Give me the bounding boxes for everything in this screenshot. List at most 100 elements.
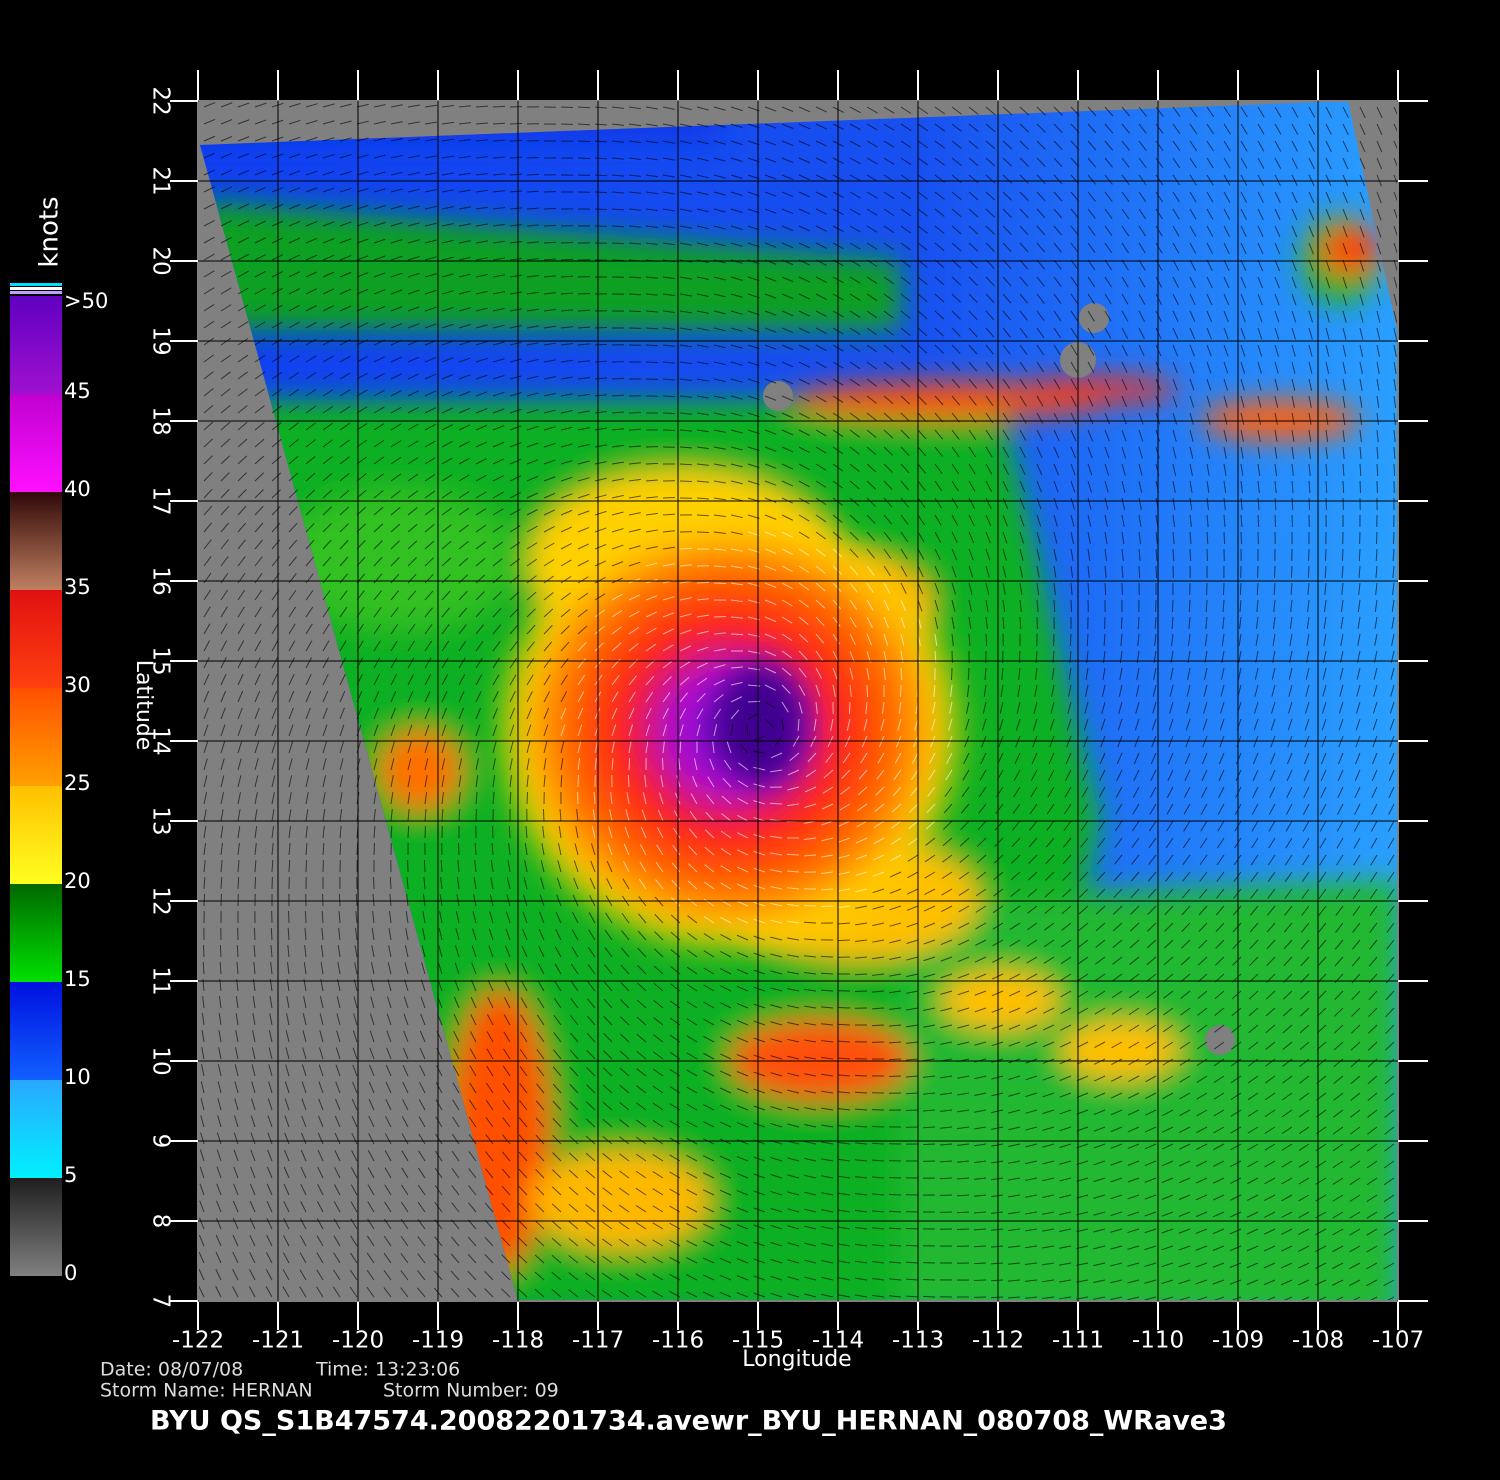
wind-barb bbox=[1298, 1211, 1310, 1219]
wind-barb bbox=[304, 927, 307, 941]
wind-barb bbox=[1197, 990, 1208, 1000]
wind-barb bbox=[1352, 871, 1361, 883]
wind-barb bbox=[237, 640, 245, 652]
wind-barb bbox=[458, 122, 471, 125]
wind-barb bbox=[798, 582, 810, 591]
wind-barb bbox=[1265, 1041, 1276, 1050]
wind-barb bbox=[941, 871, 953, 880]
wind-barb bbox=[686, 1171, 698, 1179]
wind-barb bbox=[787, 1089, 800, 1094]
wind-barb bbox=[1342, 140, 1349, 153]
wind-barb bbox=[552, 1152, 562, 1162]
wind-barb bbox=[1076, 1126, 1089, 1132]
wind-barb bbox=[560, 658, 569, 669]
wind-barb bbox=[317, 1132, 324, 1145]
wind-barb bbox=[960, 803, 970, 814]
wind-barb bbox=[1284, 854, 1293, 866]
wind-barb bbox=[350, 1218, 358, 1230]
wind-barb bbox=[1070, 191, 1080, 202]
wind-barb bbox=[1189, 293, 1196, 306]
wind-barb bbox=[1025, 1194, 1038, 1198]
wind-barb bbox=[1202, 735, 1208, 748]
wind-barb bbox=[719, 1138, 732, 1145]
wind-barb bbox=[422, 928, 426, 941]
wind-barb bbox=[305, 338, 317, 346]
wind-barb bbox=[254, 338, 266, 346]
wind-barb bbox=[577, 576, 589, 584]
wind-barb bbox=[934, 395, 944, 406]
wind-barb bbox=[1144, 1228, 1157, 1234]
wind-barb bbox=[458, 541, 469, 550]
wind-barb bbox=[623, 843, 630, 856]
wind-barb bbox=[1248, 1024, 1259, 1033]
wind-barb bbox=[821, 1175, 834, 1179]
wind-barb bbox=[787, 1242, 800, 1247]
wind-barb bbox=[1307, 599, 1310, 612]
wind-barb bbox=[1368, 990, 1378, 1001]
wind-barb bbox=[837, 939, 851, 942]
wind-barb bbox=[503, 1014, 511, 1026]
wind-barb bbox=[611, 593, 623, 601]
wind-barb bbox=[441, 424, 453, 431]
wind-barb bbox=[220, 438, 231, 448]
wind-barb bbox=[719, 1155, 732, 1162]
wind-barb bbox=[1138, 276, 1146, 288]
wind-barb bbox=[1087, 429, 1094, 442]
wind-barb bbox=[203, 287, 215, 295]
wind-barb bbox=[713, 565, 727, 568]
wind-barb bbox=[883, 497, 893, 508]
wind-barb bbox=[720, 968, 732, 975]
wind-barb bbox=[686, 1291, 698, 1298]
wind-barb bbox=[301, 1115, 307, 1128]
wind-barb bbox=[1036, 395, 1044, 407]
wind-barb bbox=[386, 1047, 392, 1060]
wind-barb bbox=[503, 997, 511, 1009]
wind-barb bbox=[985, 446, 993, 458]
wind-barb bbox=[1042, 1024, 1055, 1031]
wind-barb bbox=[1229, 1262, 1242, 1268]
wind-barb bbox=[815, 633, 825, 644]
wind-barb bbox=[636, 1016, 647, 1026]
wind-barb bbox=[1350, 1296, 1361, 1301]
wind-barb bbox=[985, 514, 992, 527]
wind-barb bbox=[787, 1225, 800, 1230]
wind-barb bbox=[923, 1041, 936, 1045]
wind-barb bbox=[628, 626, 640, 635]
wind-barb bbox=[985, 565, 990, 578]
wind-barb bbox=[1111, 1007, 1123, 1015]
wind-barb bbox=[1315, 1228, 1327, 1236]
wind-barb bbox=[815, 667, 823, 679]
wind-barb bbox=[934, 123, 945, 132]
wind-barb bbox=[849, 293, 861, 301]
wind-barb bbox=[1229, 1279, 1242, 1285]
wind-barb bbox=[1317, 990, 1327, 1000]
wind-barb bbox=[390, 138, 403, 142]
wind-barb bbox=[1138, 106, 1147, 117]
wind-barb bbox=[475, 223, 488, 227]
wind-barb bbox=[1070, 378, 1078, 390]
wind-barb bbox=[237, 388, 248, 397]
wind-barb bbox=[322, 254, 335, 261]
wind-barb bbox=[798, 276, 811, 283]
wind-barb bbox=[692, 775, 698, 788]
wind-barb bbox=[534, 1288, 545, 1298]
wind-barb bbox=[815, 565, 826, 574]
wind-barb bbox=[385, 1064, 392, 1077]
wind-barb bbox=[1274, 565, 1276, 579]
wind-barb bbox=[203, 270, 215, 278]
wind-barb bbox=[216, 1132, 222, 1145]
wind-barb bbox=[551, 1220, 562, 1230]
wind-barb bbox=[577, 460, 590, 465]
wind-barb bbox=[472, 911, 477, 924]
wind-barb bbox=[1002, 548, 1007, 561]
wind-barb bbox=[441, 557, 452, 567]
wind-barb bbox=[237, 690, 244, 703]
wind-barb bbox=[441, 340, 454, 346]
wind-barb bbox=[594, 477, 607, 482]
wind-barb bbox=[203, 522, 213, 533]
wind-barb bbox=[339, 489, 350, 499]
wind-barb bbox=[1161, 1245, 1174, 1251]
wind-barb bbox=[1077, 1024, 1089, 1032]
wind-barb bbox=[798, 514, 810, 522]
wind-barb bbox=[1358, 582, 1361, 595]
